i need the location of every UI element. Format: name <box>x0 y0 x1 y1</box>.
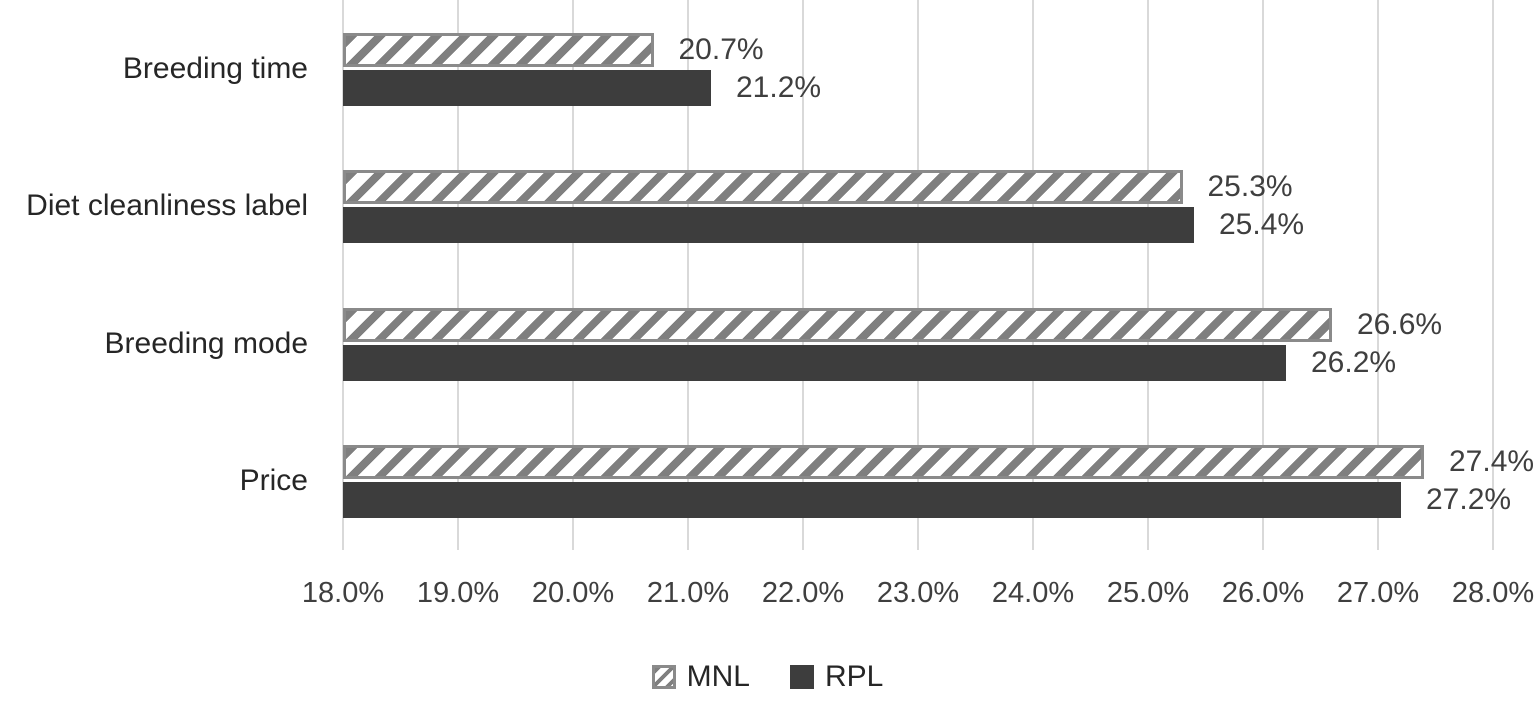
legend-label: MNL <box>686 660 750 693</box>
value-label-rpl: 25.4% <box>1219 208 1305 242</box>
x-tick-label: 21.0% <box>646 577 730 609</box>
x-tick-label: 18.0% <box>301 577 385 609</box>
gridline <box>457 0 459 550</box>
value-label-mnl: 25.3% <box>1207 170 1293 204</box>
legend-item-mnl: MNL <box>651 660 750 693</box>
gridline <box>342 0 344 550</box>
gridline <box>917 0 919 550</box>
category-label: Diet cleanliness label <box>26 189 308 223</box>
legend-swatch-mnl-hatched-icon <box>651 665 676 689</box>
value-label-mnl: 20.7% <box>678 32 764 66</box>
x-tick-label: 27.0% <box>1336 577 1420 609</box>
value-label-mnl: 27.4% <box>1449 445 1535 479</box>
category-label: Breeding mode <box>104 326 308 360</box>
gridline <box>572 0 574 550</box>
x-tick-label: 19.0% <box>416 577 500 609</box>
category-label: Breeding time <box>122 51 308 85</box>
bar-mnl <box>343 32 654 67</box>
x-tick-label: 25.0% <box>1106 577 1190 609</box>
bar-mnl <box>343 445 1424 480</box>
legend: MNL RPL <box>0 657 1535 697</box>
gridline <box>1147 0 1149 550</box>
value-label-rpl: 27.2% <box>1426 483 1512 517</box>
value-label-mnl: 26.6% <box>1357 307 1443 341</box>
plot-area <box>342 0 1494 550</box>
x-tick-label: 23.0% <box>876 577 960 609</box>
gridline <box>802 0 804 550</box>
value-label-rpl: 26.2% <box>1311 345 1397 379</box>
legend-item-rpl: RPL <box>789 660 884 693</box>
gridline <box>1492 0 1494 550</box>
legend-label: RPL <box>824 660 884 693</box>
bar-rpl <box>343 482 1401 519</box>
x-tick-label: 26.0% <box>1221 577 1305 609</box>
bar-mnl <box>343 307 1332 342</box>
bar-rpl <box>343 344 1286 381</box>
x-tick-label: 20.0% <box>531 577 615 609</box>
x-tick-label: 28.0% <box>1451 577 1535 609</box>
bar-rpl <box>343 69 711 106</box>
gridline <box>1032 0 1034 550</box>
gridline <box>1377 0 1379 550</box>
gridline <box>1262 0 1264 550</box>
x-tick-label: 24.0% <box>991 577 1075 609</box>
bar-mnl <box>343 170 1183 205</box>
gridline <box>687 0 689 550</box>
category-label: Price <box>239 464 308 498</box>
bar-rpl <box>343 207 1194 244</box>
x-tick-label: 22.0% <box>761 577 845 609</box>
value-label-rpl: 21.2% <box>736 70 822 104</box>
legend-swatch-rpl-solid-icon <box>789 665 814 689</box>
